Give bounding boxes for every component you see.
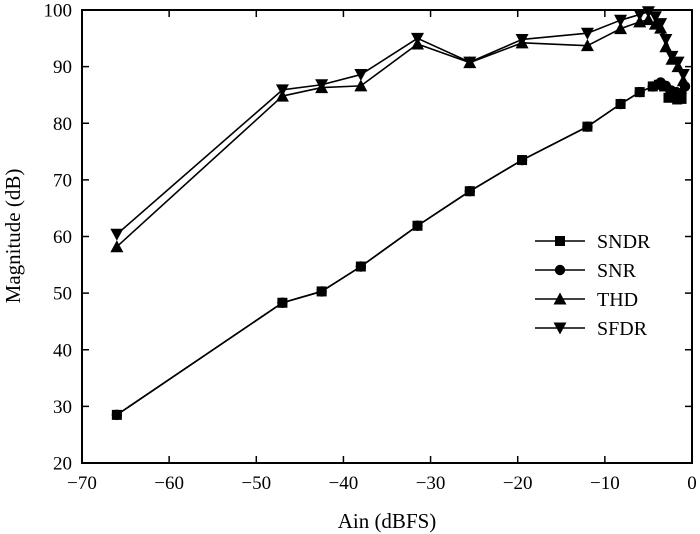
data-point-sfdr [659,33,673,46]
data-point-snr [111,409,123,421]
x-tick-label: −10 [590,473,620,494]
legend-label-snr: SNR [597,260,637,282]
legend-marker-sfdr [553,322,567,335]
y-tick-label: 30 [53,397,72,418]
x-axis-title: Ain (dBFS) [338,509,437,533]
y-axis-title: Magnitude (dB) [1,169,25,304]
x-tick-label: −30 [416,473,446,494]
legend-label-thd: THD [597,289,638,311]
x-tick-label: −60 [154,473,184,494]
data-point-sndr [676,93,687,104]
legend-item-sfdr: SFDR [535,318,648,340]
data-point-sfdr [515,33,529,46]
data-point-sfdr [654,18,668,31]
legend: SNDR SNR THD SFDR [535,231,651,340]
data-point-snr [582,121,593,132]
y-tick-label: 100 [44,1,73,22]
series-line-thd [116,18,685,248]
series-snr [111,77,691,421]
data-point-sfdr [354,69,368,82]
series-lines [110,6,691,421]
data-point-snr [615,98,626,110]
data-point-sfdr [614,14,628,27]
y-tick-label: 50 [53,284,72,305]
data-point-snr [412,220,423,231]
data-point-snr [277,297,288,308]
x-tick-label: −40 [329,473,359,494]
legend-marker-sndr [555,236,565,246]
data-point-snr [355,261,367,272]
data-point-thd [641,13,655,26]
legend-item-snr: SNR [535,260,637,282]
data-point-thd [354,79,368,92]
y-tick-label: 20 [53,454,72,475]
legend-label-sfdr: SFDR [597,318,648,340]
y-tick-labels: 20 30 40 50 60 70 80 90 100 [44,1,73,475]
data-point-sfdr [463,56,477,69]
y-tick-label: 40 [53,340,72,361]
y-tick-label: 90 [53,57,72,78]
data-point-sfdr [580,27,594,40]
data-point-snr [316,286,327,297]
plot-area-frame [81,9,693,464]
legend-item-thd: THD [535,289,638,311]
legend-marker-snr [554,264,566,276]
y-tick-label: 80 [53,114,72,135]
x-tick-label: −70 [67,473,97,494]
data-point-snr [464,186,475,197]
x-tick-labels: −70 −60 −50 −40 −30 −20 −10 0 [67,473,697,494]
x-tick-label: 0 [687,473,697,494]
data-point-sfdr [411,32,424,45]
data-point-sfdr [676,69,690,82]
data-point-snr [634,86,645,98]
legend-label-sndr: SNDR [597,231,651,253]
x-tick-label: −20 [503,473,533,494]
legend-marker-thd [553,292,567,305]
data-point-sfdr [633,9,647,22]
series-sfdr [110,6,690,241]
data-point-sfdr [671,56,685,69]
data-point-sfdr [275,84,289,97]
data-point-sfdr [110,228,124,241]
data-point-sfdr [648,11,662,24]
data-point-snr [516,154,528,166]
data-point-sfdr [315,79,329,92]
data-point-thd [110,240,124,253]
legend-item-sndr: SNDR [535,231,651,253]
x-tick-label: −50 [241,473,271,494]
y-tick-label: 70 [53,170,72,191]
data-point-thd [614,22,628,35]
series-line-sfdr [116,10,685,235]
data-point-snr [647,81,658,92]
data-point-thd [580,39,594,52]
y-tick-label: 60 [53,227,72,248]
